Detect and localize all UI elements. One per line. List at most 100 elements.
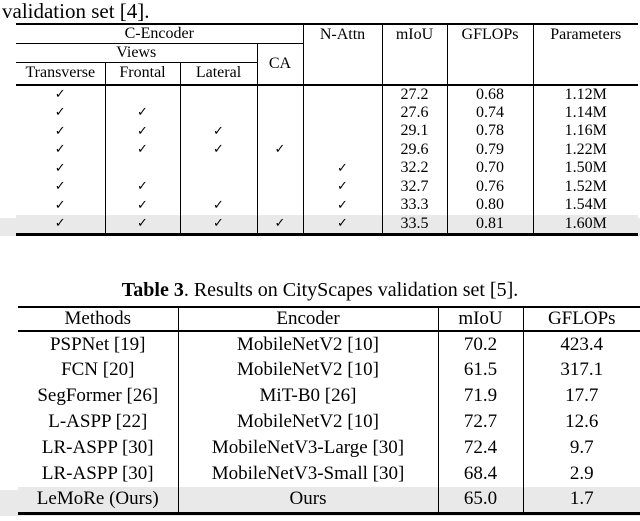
- check-transverse: ✓: [54, 123, 66, 139]
- check-ca: [256, 103, 303, 122]
- check-frontal: [104, 84, 180, 104]
- check-frontal: ✓: [104, 103, 180, 122]
- check-frontal: ✓: [104, 140, 180, 159]
- cell-encoder: MiT-B0 [26]: [177, 383, 438, 409]
- check-ca: [256, 159, 303, 178]
- column-header-methods: Methods: [18, 307, 178, 332]
- check-frontal: ✓: [104, 196, 180, 215]
- check-frontal: [104, 159, 180, 178]
- table-row-highlighted: LeMoRe (Ours) Ours 65.0 1.7: [18, 487, 640, 513]
- cell-gflops: 1.7: [522, 487, 640, 513]
- check-n-attn: [302, 140, 382, 159]
- check-lateral: [179, 177, 257, 196]
- cell-miou: 72.4: [437, 435, 523, 461]
- column-header-transverse: Transverse: [16, 62, 105, 86]
- header-row-1: C-Encoder N-Attn mIoU GFLOPs Parameters: [16, 24, 638, 86]
- table-row: LR-ASPP [30] MobileNetV3-Large [30] 72.4…: [18, 435, 640, 461]
- column-header-parameters: Parameters: [532, 24, 638, 86]
- cell-method: LR-ASPP [30]: [41, 437, 154, 458]
- check-lateral: [179, 84, 257, 104]
- cell-encoder: MobileNetV3-Large [30]: [177, 435, 438, 461]
- column-header-gflops: GFLOPs: [522, 307, 640, 332]
- cell-encoder: MobileNetV3-Small [30]: [177, 461, 438, 487]
- cell-gflops: 12.6: [522, 409, 640, 435]
- table3-caption-text: . Results on CityScapes validation set […: [183, 279, 519, 301]
- table-row: ✓ ✓ 27.6 0.74 1.14M: [16, 103, 638, 122]
- cell-method: SegFormer [26]: [37, 385, 159, 406]
- table-row: ✓ ✓ ✓ ✓ 33.3 0.80 1.54M: [16, 196, 638, 215]
- table-row: ✓ ✓ ✓ ✓ 29.6 0.79 1.22M: [16, 140, 638, 159]
- cell-miou: 70.2: [437, 331, 523, 357]
- check-transverse: ✓: [54, 105, 66, 121]
- header-row-2: Views CA: [16, 43, 638, 86]
- check-lateral: ✓: [179, 122, 257, 141]
- cell-gflops: 17.7: [522, 383, 640, 409]
- check-n-attn: [302, 84, 382, 104]
- check-lateral: [179, 159, 257, 178]
- check-transverse: ✓: [54, 216, 66, 231]
- table-row-highlighted: ✓ ✓ ✓ ✓ ✓ 33.5 0.81 1.60M: [16, 214, 638, 234]
- check-frontal: ✓: [104, 177, 180, 196]
- cell-gflops: 0.70: [446, 159, 533, 178]
- check-ca: ✓: [256, 140, 303, 159]
- table-row: ✓ ✓ 32.2 0.70 1.50M: [16, 159, 638, 178]
- check-lateral: ✓: [179, 214, 257, 234]
- column-header-c-encoder: C-Encoder: [16, 24, 303, 44]
- cell-method: PSPNet [19]: [49, 333, 146, 355]
- column-header-views: Views: [16, 43, 257, 63]
- cell-miou: 65.0: [437, 487, 523, 513]
- table-row: ✓ 27.2 0.68 1.12M: [16, 84, 638, 104]
- table3-caption: Table 3. Results on CityScapes validatio…: [0, 278, 640, 302]
- check-lateral: ✓: [179, 140, 257, 159]
- check-lateral: [179, 103, 257, 122]
- check-n-attn: ✓: [302, 214, 382, 234]
- header-row-3: Transverse Frontal Lateral: [16, 62, 638, 86]
- column-header-gflops: GFLOPs: [446, 24, 533, 86]
- cell-method: LeMoRe (Ours): [36, 488, 159, 510]
- cell-encoder: MobileNetV2 [10]: [177, 409, 438, 435]
- cell-miou: 68.4: [437, 461, 523, 487]
- cell-parameters: 1.50M: [532, 159, 638, 178]
- cell-miou: 32.2: [381, 159, 447, 178]
- check-transverse: ✓: [54, 142, 66, 158]
- cell-gflops: 0.74: [446, 103, 533, 122]
- table3-caption-label: Table 3: [121, 279, 184, 301]
- check-frontal: ✓: [104, 214, 180, 234]
- cell-miou: 29.6: [381, 140, 447, 159]
- column-header-lateral: Lateral: [179, 62, 257, 86]
- check-ca: [256, 177, 303, 196]
- cell-parameters: 1.12M: [532, 84, 638, 104]
- cell-encoder: MobileNetV2 [10]: [177, 357, 438, 383]
- check-ca: [256, 196, 303, 215]
- ablation-table: C-Encoder N-Attn mIoU GFLOPs Parameters …: [16, 23, 638, 236]
- header-row: Methods Encoder mIoU GFLOPs: [18, 307, 640, 332]
- table-row: LR-ASPP [30] MobileNetV3-Small [30] 68.4…: [18, 461, 640, 487]
- cell-parameters: 1.16M: [532, 122, 638, 141]
- cell-miou: 71.9: [437, 383, 523, 409]
- table-row: SegFormer [26] MiT-B0 [26] 71.9 17.7: [18, 383, 640, 409]
- check-ca: [256, 122, 303, 141]
- check-n-attn: ✓: [302, 159, 382, 178]
- cell-encoder: Ours: [177, 487, 438, 513]
- column-header-miou: mIoU: [437, 307, 523, 332]
- column-header-ca: CA: [256, 43, 303, 86]
- column-header-miou: mIoU: [381, 24, 447, 86]
- cell-parameters: 1.54M: [532, 196, 638, 215]
- cell-gflops: 2.9: [522, 461, 640, 487]
- check-transverse: ✓: [54, 87, 66, 102]
- cityscapes-results-table: Methods Encoder mIoU GFLOPs PSPNet [19] …: [18, 306, 640, 515]
- cell-method: LR-ASPP [30]: [41, 463, 154, 484]
- table-row: PSPNet [19] MobileNetV2 [10] 70.2 423.4: [18, 331, 640, 357]
- table-row: L-ASPP [22] MobileNetV2 [10] 72.7 12.6: [18, 409, 640, 435]
- cell-miou: 27.2: [381, 84, 447, 104]
- check-ca: [256, 84, 303, 104]
- cell-parameters: 1.22M: [532, 140, 638, 159]
- column-header-encoder: Encoder: [177, 307, 438, 332]
- cell-gflops: 0.68: [446, 84, 533, 104]
- check-transverse: ✓: [54, 179, 66, 195]
- table2-caption-continuation: validation set [4].: [2, 0, 150, 23]
- cell-gflops: 317.1: [522, 357, 640, 383]
- check-frontal: ✓: [104, 122, 180, 141]
- cell-gflops: 0.79: [446, 140, 533, 159]
